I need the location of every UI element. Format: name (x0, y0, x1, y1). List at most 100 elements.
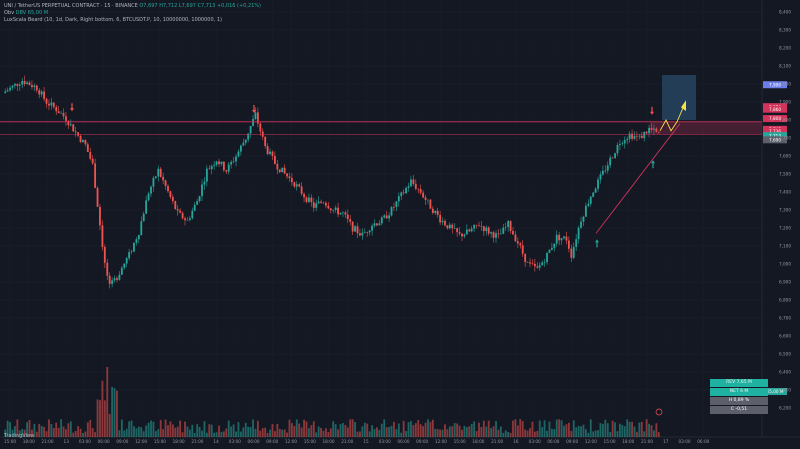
candle-body (23, 80, 26, 84)
volume-bar (16, 419, 19, 437)
volume-bar (191, 424, 194, 437)
candle-body (495, 233, 497, 238)
down-arrow-head (70, 108, 74, 112)
time-tick-label: 12:00 (435, 439, 447, 444)
price-tick-label: 7,300 (779, 208, 791, 213)
volume-bar (21, 429, 24, 437)
candle-body (339, 212, 342, 215)
volume-bar (181, 432, 184, 437)
candle-body (4, 91, 7, 93)
candle-body (577, 227, 580, 240)
volume-bar (553, 429, 556, 437)
price-tick-label: 6,600 (779, 334, 791, 339)
candle-body (521, 245, 524, 254)
volume-bar (188, 429, 191, 437)
volume-bar (167, 425, 169, 437)
candle-body (514, 234, 517, 242)
candle-body (560, 238, 563, 241)
volume-bar (441, 429, 444, 437)
volume-bar (235, 431, 237, 437)
volume-bar (507, 432, 510, 437)
volume-bar (281, 429, 284, 437)
time-tick-label: 18:00 (472, 439, 484, 444)
candle-body (317, 201, 320, 204)
volume-bar (11, 429, 14, 437)
candle-body (28, 82, 31, 86)
candle-body (402, 192, 405, 194)
candle-body (344, 212, 347, 215)
volume-bar (361, 426, 364, 437)
candle-body (388, 215, 391, 219)
candle-body (116, 278, 118, 280)
volume-bar (315, 432, 318, 437)
price-tick-label: 6,700 (779, 316, 791, 321)
volume-bar (147, 422, 150, 437)
price-tick-label: 7,200 (779, 226, 791, 231)
volume-bar (82, 432, 84, 437)
candle-body (614, 153, 616, 158)
volume-bar (368, 431, 371, 437)
candle-body (220, 161, 223, 165)
volume-bar (543, 420, 546, 437)
volume-bar (526, 430, 529, 437)
candle-body (239, 145, 242, 152)
indicator-legend: LuxScala Beard (10, 1d, Dark, Right bott… (4, 17, 222, 24)
volume-bar (157, 429, 160, 437)
volume-bar (541, 427, 544, 437)
candle-body (283, 167, 286, 174)
candle-body (541, 262, 544, 266)
volume-bar (65, 429, 67, 437)
volume-bar (623, 426, 626, 437)
volume-bar (72, 432, 75, 437)
volume-bar (293, 425, 296, 437)
candle-body (152, 177, 155, 187)
candle-body (322, 202, 325, 204)
candle-body (407, 186, 410, 188)
candle-body (252, 119, 254, 126)
time-tick-label: 15:00 (154, 439, 166, 444)
volume-bar (317, 426, 320, 437)
volume-bar (589, 419, 592, 437)
volume-bar (431, 419, 434, 437)
candle-body (378, 223, 381, 226)
candle-body (21, 80, 24, 85)
candle-body (329, 208, 332, 211)
time-tick-label: 06:00 (397, 439, 409, 444)
stats-box: REV 7,65 M NET 6 M H 0,89 % C -0,51 (710, 379, 768, 415)
down-arrow-head (650, 111, 654, 115)
candle-body (188, 218, 191, 220)
volume-bar (628, 421, 631, 437)
volume-bar (310, 425, 313, 437)
candle-body (191, 210, 194, 219)
volume-bar (125, 428, 128, 437)
volume-bar (371, 425, 374, 437)
candle-body (645, 131, 648, 134)
time-tick-label: 15:00 (4, 439, 16, 444)
time-tick-label: 06:00 (98, 439, 110, 444)
volume-bar (108, 413, 111, 437)
time-tick-label: 12:00 (135, 439, 147, 444)
candle-body (103, 246, 106, 263)
price-tick-label: 7,600 (779, 154, 791, 159)
candle-body (123, 263, 126, 268)
candle-body (137, 235, 140, 240)
volume-bar (378, 429, 381, 437)
time-tick-label: 17 (663, 439, 669, 444)
candle-body (650, 127, 653, 130)
volume-bar (400, 432, 403, 437)
volume-bar (33, 423, 36, 437)
price-tick-label: 6,400 (779, 370, 791, 375)
volume-bar (273, 431, 276, 437)
volume-bar (213, 432, 216, 437)
volume-bar (84, 431, 87, 437)
volume-bar (276, 423, 279, 437)
candle-body (529, 262, 531, 264)
candle-body (623, 140, 626, 144)
candle-body (86, 144, 89, 152)
candle-body (242, 142, 245, 146)
candle-body (422, 192, 425, 198)
candle-body (359, 233, 361, 236)
candle-body (599, 174, 602, 180)
volume-bar (563, 425, 565, 437)
